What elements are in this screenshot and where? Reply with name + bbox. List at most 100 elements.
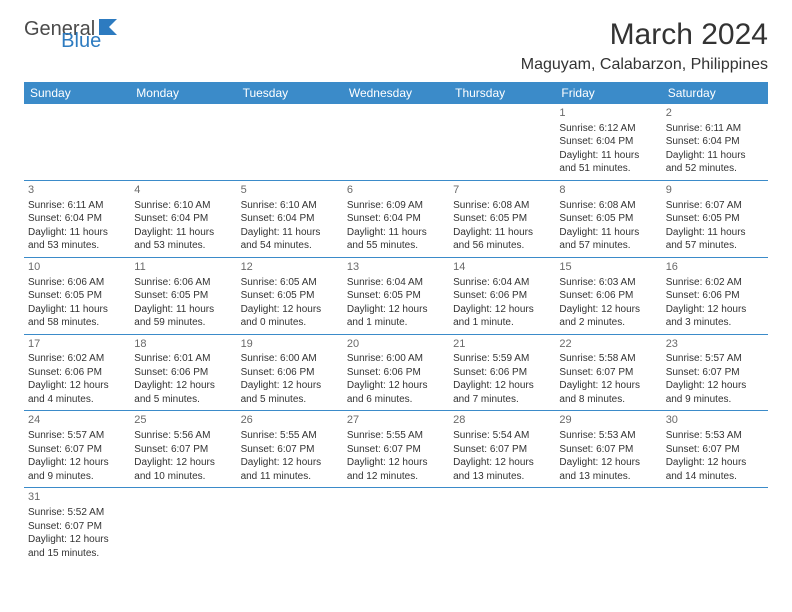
day-detail: Sunset: 6:07 PM <box>134 443 232 457</box>
dayname-header: Monday <box>130 82 236 104</box>
day-detail: and 1 minute. <box>453 316 551 330</box>
day-detail: Sunrise: 6:10 AM <box>134 199 232 213</box>
day-number: 26 <box>241 413 339 428</box>
day-detail: Sunrise: 6:02 AM <box>666 276 764 290</box>
day-detail: Sunset: 6:05 PM <box>453 212 551 226</box>
day-detail: Daylight: 12 hours <box>28 379 126 393</box>
day-detail: Sunset: 6:04 PM <box>347 212 445 226</box>
calendar-row: 1Sunrise: 6:12 AMSunset: 6:04 PMDaylight… <box>24 104 768 180</box>
day-detail: Sunrise: 5:56 AM <box>134 429 232 443</box>
calendar-cell-empty <box>237 104 343 180</box>
day-detail: Sunrise: 6:01 AM <box>134 352 232 366</box>
day-number: 21 <box>453 337 551 352</box>
calendar-cell: 5Sunrise: 6:10 AMSunset: 6:04 PMDaylight… <box>237 180 343 257</box>
day-detail: Sunset: 6:05 PM <box>666 212 764 226</box>
day-detail: Sunset: 6:04 PM <box>28 212 126 226</box>
day-detail: Daylight: 11 hours <box>666 149 764 163</box>
day-detail: and 13 minutes. <box>453 470 551 484</box>
calendar-cell: 26Sunrise: 5:55 AMSunset: 6:07 PMDayligh… <box>237 411 343 488</box>
day-detail: and 5 minutes. <box>134 393 232 407</box>
day-number: 19 <box>241 337 339 352</box>
day-number: 8 <box>559 183 657 198</box>
day-detail: Daylight: 12 hours <box>559 303 657 317</box>
day-detail: Daylight: 11 hours <box>347 226 445 240</box>
day-detail: Sunrise: 6:07 AM <box>666 199 764 213</box>
day-detail: and 56 minutes. <box>453 239 551 253</box>
dayname-header: Thursday <box>449 82 555 104</box>
day-detail: Daylight: 11 hours <box>453 226 551 240</box>
day-detail: Sunrise: 6:06 AM <box>134 276 232 290</box>
day-detail: Sunrise: 6:08 AM <box>559 199 657 213</box>
dayname-header: Sunday <box>24 82 130 104</box>
dayname-header: Tuesday <box>237 82 343 104</box>
day-detail: and 13 minutes. <box>559 470 657 484</box>
day-detail: Sunrise: 5:55 AM <box>241 429 339 443</box>
day-number: 25 <box>134 413 232 428</box>
day-number: 24 <box>28 413 126 428</box>
day-detail: Daylight: 12 hours <box>666 303 764 317</box>
calendar-cell: 4Sunrise: 6:10 AMSunset: 6:04 PMDaylight… <box>130 180 236 257</box>
day-detail: Daylight: 12 hours <box>241 456 339 470</box>
day-detail: Sunset: 6:05 PM <box>134 289 232 303</box>
day-detail: Sunset: 6:04 PM <box>134 212 232 226</box>
day-detail: and 7 minutes. <box>453 393 551 407</box>
calendar-cell-empty <box>449 104 555 180</box>
header: General Blue March 2024 Maguyam, Calabar… <box>24 18 768 74</box>
calendar-cell: 8Sunrise: 6:08 AMSunset: 6:05 PMDaylight… <box>555 180 661 257</box>
day-detail: Daylight: 12 hours <box>134 456 232 470</box>
day-detail: Sunrise: 5:53 AM <box>559 429 657 443</box>
day-number: 12 <box>241 260 339 275</box>
calendar-cell: 14Sunrise: 6:04 AMSunset: 6:06 PMDayligh… <box>449 257 555 334</box>
day-detail: and 15 minutes. <box>28 547 126 561</box>
calendar-cell: 20Sunrise: 6:00 AMSunset: 6:06 PMDayligh… <box>343 334 449 411</box>
calendar-table: SundayMondayTuesdayWednesdayThursdayFrid… <box>24 82 768 564</box>
month-title: March 2024 <box>521 18 768 52</box>
flag-icon <box>99 19 121 40</box>
day-detail: Daylight: 12 hours <box>559 379 657 393</box>
day-detail: Sunset: 6:05 PM <box>559 212 657 226</box>
day-detail: Sunrise: 6:12 AM <box>559 122 657 136</box>
day-number: 4 <box>134 183 232 198</box>
day-detail: Daylight: 11 hours <box>241 226 339 240</box>
day-detail: and 5 minutes. <box>241 393 339 407</box>
calendar-cell: 28Sunrise: 5:54 AMSunset: 6:07 PMDayligh… <box>449 411 555 488</box>
day-detail: and 3 minutes. <box>666 316 764 330</box>
day-detail: and 8 minutes. <box>559 393 657 407</box>
day-detail: and 57 minutes. <box>559 239 657 253</box>
day-detail: and 2 minutes. <box>559 316 657 330</box>
day-detail: Sunrise: 5:57 AM <box>666 352 764 366</box>
day-detail: Sunset: 6:07 PM <box>28 520 126 534</box>
day-detail: Daylight: 12 hours <box>666 379 764 393</box>
day-detail: and 55 minutes. <box>347 239 445 253</box>
calendar-cell: 25Sunrise: 5:56 AMSunset: 6:07 PMDayligh… <box>130 411 236 488</box>
day-detail: Daylight: 11 hours <box>134 226 232 240</box>
calendar-cell: 17Sunrise: 6:02 AMSunset: 6:06 PMDayligh… <box>24 334 130 411</box>
day-detail: Daylight: 12 hours <box>559 456 657 470</box>
day-detail: Daylight: 12 hours <box>28 533 126 547</box>
day-detail: Daylight: 12 hours <box>453 456 551 470</box>
day-detail: Sunrise: 6:11 AM <box>666 122 764 136</box>
dayname-header: Friday <box>555 82 661 104</box>
day-detail: Daylight: 12 hours <box>28 456 126 470</box>
day-number: 22 <box>559 337 657 352</box>
day-detail: Sunset: 6:04 PM <box>241 212 339 226</box>
calendar-cell-empty <box>130 104 236 180</box>
day-number: 23 <box>666 337 764 352</box>
day-detail: and 51 minutes. <box>559 162 657 176</box>
day-detail: and 9 minutes. <box>28 470 126 484</box>
day-detail: Sunset: 6:07 PM <box>559 366 657 380</box>
day-detail: Sunrise: 6:04 AM <box>453 276 551 290</box>
day-detail: Sunset: 6:06 PM <box>28 366 126 380</box>
day-detail: Sunset: 6:06 PM <box>241 366 339 380</box>
calendar-cell: 1Sunrise: 6:12 AMSunset: 6:04 PMDaylight… <box>555 104 661 180</box>
day-detail: Sunrise: 5:59 AM <box>453 352 551 366</box>
day-number: 3 <box>28 183 126 198</box>
day-detail: Sunrise: 5:57 AM <box>28 429 126 443</box>
day-detail: Sunset: 6:07 PM <box>28 443 126 457</box>
day-number: 18 <box>134 337 232 352</box>
calendar-head: SundayMondayTuesdayWednesdayThursdayFrid… <box>24 82 768 104</box>
day-number: 13 <box>347 260 445 275</box>
title-block: March 2024 Maguyam, Calabarzon, Philippi… <box>521 18 768 74</box>
day-detail: and 12 minutes. <box>347 470 445 484</box>
dayname-header: Saturday <box>662 82 768 104</box>
